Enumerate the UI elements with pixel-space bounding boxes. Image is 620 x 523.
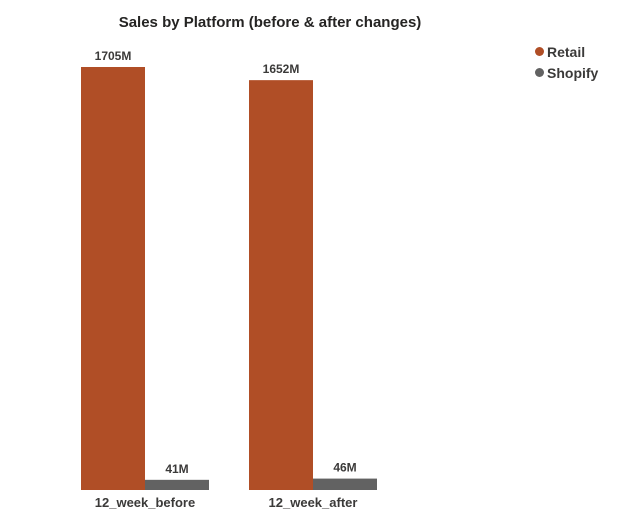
legend-marker-shopify bbox=[535, 68, 544, 77]
bar-shopify-1[interactable] bbox=[313, 478, 377, 490]
chart-title: Sales by Platform (before & after change… bbox=[118, 14, 422, 31]
data-label-retail-1: 1652M bbox=[263, 62, 300, 76]
bar-shopify-0[interactable] bbox=[145, 479, 209, 490]
data-label-shopify-0: 41M bbox=[165, 462, 188, 476]
legend-label-retail: Retail bbox=[547, 43, 586, 60]
bar-retail-1[interactable] bbox=[249, 80, 313, 490]
x-tick-label-0: 12_week_before bbox=[95, 495, 195, 510]
data-label-retail-0: 1705M bbox=[95, 49, 132, 63]
legend-item-shopify[interactable]: Shopify bbox=[535, 62, 598, 83]
bar-retail-0[interactable] bbox=[81, 67, 145, 490]
legend-label-shopify: Shopify bbox=[547, 64, 599, 81]
data-label-shopify-1: 46M bbox=[333, 461, 356, 475]
legend-item-retail[interactable]: Retail bbox=[535, 41, 598, 62]
legend-marker-retail bbox=[535, 47, 544, 56]
x-tick-label-1: 12_week_after bbox=[269, 495, 358, 510]
legend: Retail Shopify bbox=[535, 41, 598, 83]
